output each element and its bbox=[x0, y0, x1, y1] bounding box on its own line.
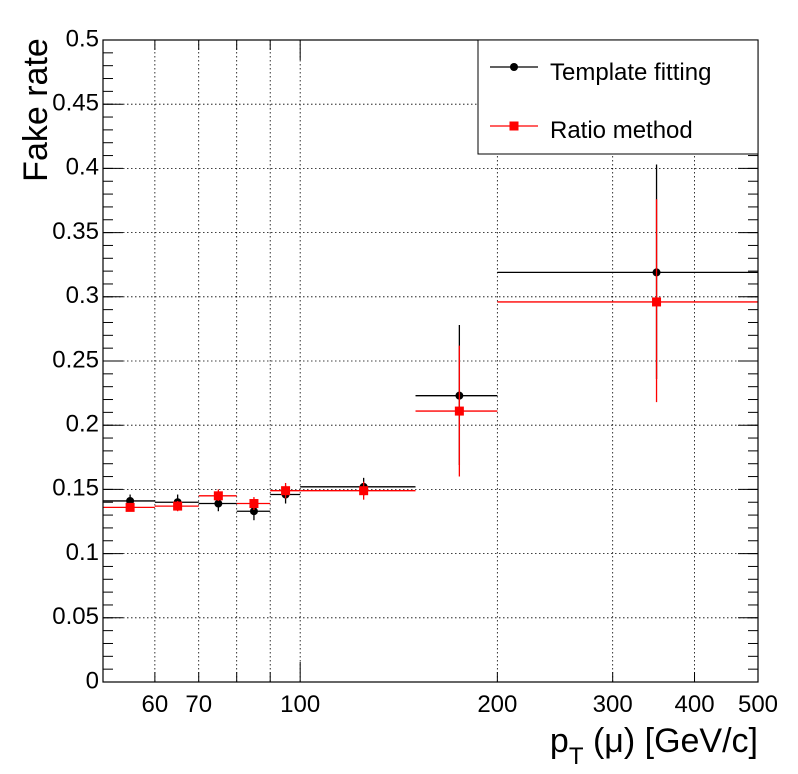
legend-entry-ratio-method: Ratio method bbox=[490, 117, 693, 144]
legend-label-ratio-method: Ratio method bbox=[550, 117, 693, 144]
x-axis-title-sub: T bbox=[569, 743, 584, 770]
series-ratio-method bbox=[103, 199, 758, 512]
data-point bbox=[359, 486, 369, 496]
series-layer bbox=[103, 164, 758, 521]
x-tick-label: 400 bbox=[675, 691, 715, 718]
legend-entry-template-fitting: Template fitting bbox=[490, 59, 711, 86]
y-tick-label: 0.4 bbox=[66, 154, 99, 181]
x-tick-label: 200 bbox=[477, 691, 517, 718]
y-tick-label: 0.25 bbox=[52, 346, 99, 373]
y-tick-label: 0.05 bbox=[52, 603, 99, 630]
x-axis-title: pT (μ) [GeV/c] bbox=[550, 722, 758, 770]
y-tick-label: 0.15 bbox=[52, 475, 99, 502]
grid-lines bbox=[103, 40, 758, 682]
y-tick-label: 0.3 bbox=[66, 282, 99, 309]
data-point bbox=[454, 406, 464, 416]
legend-marker-ratio-method bbox=[509, 121, 519, 131]
x-tick-label: 300 bbox=[593, 691, 633, 718]
x-tick-label: 100 bbox=[280, 691, 320, 718]
legend-label-template-fitting: Template fitting bbox=[550, 59, 711, 86]
y-tick-label: 0.35 bbox=[52, 218, 99, 245]
y-tick-label: 0.45 bbox=[52, 90, 99, 117]
y-tick-label: 0.5 bbox=[66, 25, 99, 52]
data-point bbox=[173, 501, 183, 511]
data-point bbox=[125, 502, 135, 512]
tick-labels: 0 0.05 0.1 0.15 0.2 0.25 0.3 0.35 0.4 0.45 0.5 60 70… bbox=[52, 25, 778, 718]
legend-marker-template-fitting bbox=[510, 63, 518, 71]
x-axis-title-rest: (μ) [GeV/c] bbox=[584, 722, 759, 760]
y-tick-label: 0.2 bbox=[66, 411, 99, 438]
data-point bbox=[249, 507, 258, 516]
legend: Template fitting Ratio method bbox=[477, 39, 759, 155]
data-point bbox=[214, 499, 223, 508]
y-axis-title: Fake rate bbox=[17, 38, 55, 182]
x-tick-label: 500 bbox=[738, 691, 778, 718]
data-point bbox=[249, 499, 259, 509]
data-point bbox=[281, 486, 291, 496]
legend-box bbox=[477, 39, 759, 155]
x-tick-label: 70 bbox=[185, 691, 212, 718]
y-tick-label: 0.1 bbox=[66, 539, 99, 566]
data-point bbox=[652, 297, 662, 307]
x-axis-title-main: p bbox=[550, 722, 569, 760]
y-tick-label: 0 bbox=[86, 667, 99, 694]
data-point bbox=[213, 491, 223, 501]
x-tick-label: 60 bbox=[142, 691, 169, 718]
